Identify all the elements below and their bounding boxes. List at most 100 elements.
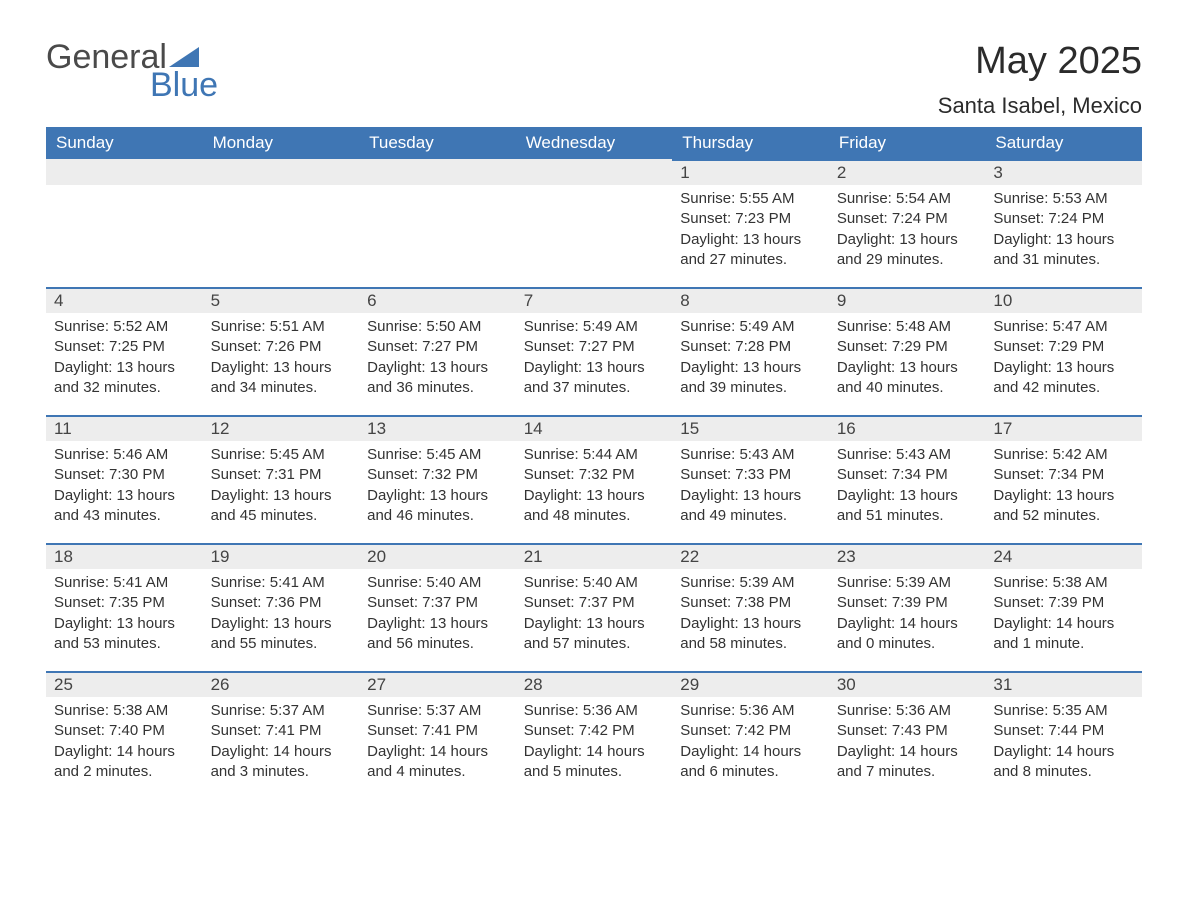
sunset-line-label: Sunset: (367, 338, 422, 355)
sunset-line: Sunset: 7:43 PM (837, 721, 978, 741)
day-number: 18 (46, 545, 203, 569)
daylight-line: Daylight: 13 hours and 53 minutes. (54, 614, 195, 655)
sunset-line-value: 7:36 PM (266, 594, 322, 611)
sunrise-line-label: Sunrise: (837, 574, 896, 591)
daylight-line: Daylight: 13 hours and 49 minutes. (680, 486, 821, 527)
day-body: Sunrise: 5:44 AMSunset: 7:32 PMDaylight:… (516, 441, 673, 526)
sunset-line-value: 7:29 PM (1048, 338, 1104, 355)
sunrise-line-value: 5:38 AM (1053, 574, 1108, 591)
sunrise-line-label: Sunrise: (367, 318, 426, 335)
daylight-line: Daylight: 13 hours and 58 minutes. (680, 614, 821, 655)
day-body: Sunrise: 5:49 AMSunset: 7:28 PMDaylight:… (672, 313, 829, 398)
sunrise-line: Sunrise: 5:52 AM (54, 317, 195, 337)
day-body: Sunrise: 5:48 AMSunset: 7:29 PMDaylight:… (829, 313, 986, 398)
day-body: Sunrise: 5:37 AMSunset: 7:41 PMDaylight:… (359, 697, 516, 782)
calendar-day-cell: 18Sunrise: 5:41 AMSunset: 7:35 PMDayligh… (46, 543, 203, 671)
day-wrap: 28Sunrise: 5:36 AMSunset: 7:42 PMDayligh… (516, 671, 673, 788)
sunset-line-label: Sunset: (993, 338, 1048, 355)
sunrise-line: Sunrise: 5:36 AM (524, 701, 665, 721)
calendar-day-cell: 23Sunrise: 5:39 AMSunset: 7:39 PMDayligh… (829, 543, 986, 671)
sunset-line-value: 7:42 PM (579, 722, 635, 739)
sunset-line-value: 7:32 PM (579, 466, 635, 483)
sunset-line: Sunset: 7:27 PM (367, 337, 508, 357)
day-body: Sunrise: 5:41 AMSunset: 7:35 PMDaylight:… (46, 569, 203, 654)
sunrise-line-value: 5:44 AM (583, 446, 638, 463)
daylight-line-label: Daylight: (680, 359, 743, 376)
day-body: Sunrise: 5:39 AMSunset: 7:38 PMDaylight:… (672, 569, 829, 654)
sunset-line: Sunset: 7:40 PM (54, 721, 195, 741)
sunset-line-label: Sunset: (211, 594, 266, 611)
sunrise-line: Sunrise: 5:48 AM (837, 317, 978, 337)
weekday-header: Friday (829, 127, 986, 159)
day-number: 11 (46, 417, 203, 441)
sunset-line-value: 7:32 PM (422, 466, 478, 483)
day-body: Sunrise: 5:39 AMSunset: 7:39 PMDaylight:… (829, 569, 986, 654)
sunrise-line-label: Sunrise: (367, 702, 426, 719)
day-number: 26 (203, 673, 360, 697)
day-wrap: 7Sunrise: 5:49 AMSunset: 7:27 PMDaylight… (516, 287, 673, 404)
calendar-day-cell: 7Sunrise: 5:49 AMSunset: 7:27 PMDaylight… (516, 287, 673, 415)
sunrise-line: Sunrise: 5:50 AM (367, 317, 508, 337)
daylight-line-label: Daylight: (993, 615, 1056, 632)
day-number: 15 (672, 417, 829, 441)
calendar-table: SundayMondayTuesdayWednesdayThursdayFrid… (46, 127, 1142, 799)
sunset-line-value: 7:31 PM (266, 466, 322, 483)
day-number: 2 (829, 161, 986, 185)
sunset-line-value: 7:23 PM (735, 210, 791, 227)
weekday-header: Wednesday (516, 127, 673, 159)
sunrise-line-label: Sunrise: (680, 446, 739, 463)
sunrise-line-label: Sunrise: (211, 318, 270, 335)
sunset-line-label: Sunset: (680, 466, 735, 483)
sunset-line: Sunset: 7:30 PM (54, 465, 195, 485)
day-number: 10 (985, 289, 1142, 313)
sunrise-line: Sunrise: 5:36 AM (680, 701, 821, 721)
day-wrap: 24Sunrise: 5:38 AMSunset: 7:39 PMDayligh… (985, 543, 1142, 660)
day-number: 25 (46, 673, 203, 697)
daylight-line: Daylight: 13 hours and 55 minutes. (211, 614, 352, 655)
daylight-line: Daylight: 14 hours and 8 minutes. (993, 742, 1134, 783)
sunset-line: Sunset: 7:35 PM (54, 593, 195, 613)
sunrise-line-label: Sunrise: (211, 446, 270, 463)
daylight-line: Daylight: 14 hours and 1 minute. (993, 614, 1134, 655)
sunset-line-label: Sunset: (837, 722, 892, 739)
day-wrap: 20Sunrise: 5:40 AMSunset: 7:37 PMDayligh… (359, 543, 516, 660)
day-number: 14 (516, 417, 673, 441)
sunset-line-label: Sunset: (211, 466, 266, 483)
daylight-line: Daylight: 13 hours and 42 minutes. (993, 358, 1134, 399)
sunrise-line: Sunrise: 5:38 AM (993, 573, 1134, 593)
page-title: May 2025 (938, 40, 1142, 83)
sunrise-line-value: 5:40 AM (583, 574, 638, 591)
calendar-header-row: SundayMondayTuesdayWednesdayThursdayFrid… (46, 127, 1142, 159)
sunset-line-label: Sunset: (54, 466, 109, 483)
sunrise-line-value: 5:48 AM (896, 318, 951, 335)
day-wrap: 4Sunrise: 5:52 AMSunset: 7:25 PMDaylight… (46, 287, 203, 404)
sunset-line-value: 7:39 PM (1048, 594, 1104, 611)
day-number: 27 (359, 673, 516, 697)
sunrise-line: Sunrise: 5:41 AM (211, 573, 352, 593)
sunset-line: Sunset: 7:34 PM (837, 465, 978, 485)
weekday-header: Monday (203, 127, 360, 159)
sunrise-line-label: Sunrise: (993, 446, 1052, 463)
daylight-line-label: Daylight: (524, 615, 587, 632)
daylight-line-label: Daylight: (54, 487, 117, 504)
sunrise-line: Sunrise: 5:39 AM (837, 573, 978, 593)
daylight-line-label: Daylight: (837, 487, 900, 504)
empty-daynum (359, 159, 516, 185)
sunrise-line: Sunrise: 5:46 AM (54, 445, 195, 465)
daylight-line: Daylight: 14 hours and 4 minutes. (367, 742, 508, 783)
day-wrap: 21Sunrise: 5:40 AMSunset: 7:37 PMDayligh… (516, 543, 673, 660)
sunrise-line-value: 5:39 AM (896, 574, 951, 591)
calendar-row: 18Sunrise: 5:41 AMSunset: 7:35 PMDayligh… (46, 543, 1142, 671)
sunset-line: Sunset: 7:44 PM (993, 721, 1134, 741)
calendar-day-cell: 27Sunrise: 5:37 AMSunset: 7:41 PMDayligh… (359, 671, 516, 799)
day-body: Sunrise: 5:49 AMSunset: 7:27 PMDaylight:… (516, 313, 673, 398)
sunset-line-value: 7:40 PM (109, 722, 165, 739)
sunset-line: Sunset: 7:36 PM (211, 593, 352, 613)
daylight-line-label: Daylight: (524, 487, 587, 504)
daylight-line-label: Daylight: (680, 231, 743, 248)
day-body: Sunrise: 5:46 AMSunset: 7:30 PM Daylight:… (46, 441, 203, 526)
sunset-line: Sunset: 7:24 PM (837, 209, 978, 229)
sunrise-line-label: Sunrise: (524, 318, 583, 335)
day-number: 19 (203, 545, 360, 569)
sunset-line: Sunset: 7:39 PM (993, 593, 1134, 613)
